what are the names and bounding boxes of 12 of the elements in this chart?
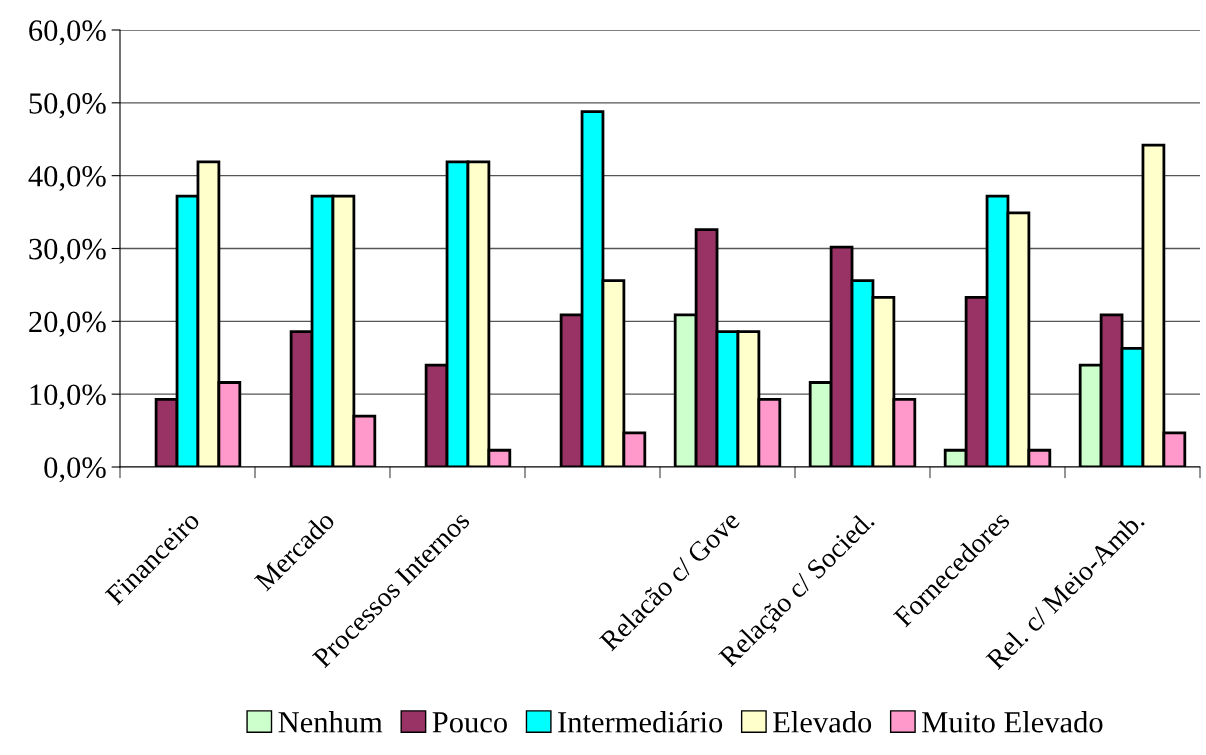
legend-label: Elevado — [773, 711, 872, 733]
y-tick-label: 60,0% — [29, 20, 106, 46]
y-tick-label: 40,0% — [28, 165, 106, 191]
legend-label: Intermediário — [558, 711, 723, 733]
legend-label: Nenhum — [278, 711, 383, 733]
legend-label: Pouco — [432, 712, 507, 733]
y-tick-label: 10,0% — [30, 384, 106, 410]
y-tick-label: 50,0% — [29, 93, 106, 119]
y-tick-label: 20,0% — [29, 311, 106, 337]
legend-label: Muito Elevado — [922, 711, 1103, 733]
y-tick-label: 30,0% — [29, 238, 106, 264]
y-tick-label: 0,0% — [44, 457, 106, 483]
